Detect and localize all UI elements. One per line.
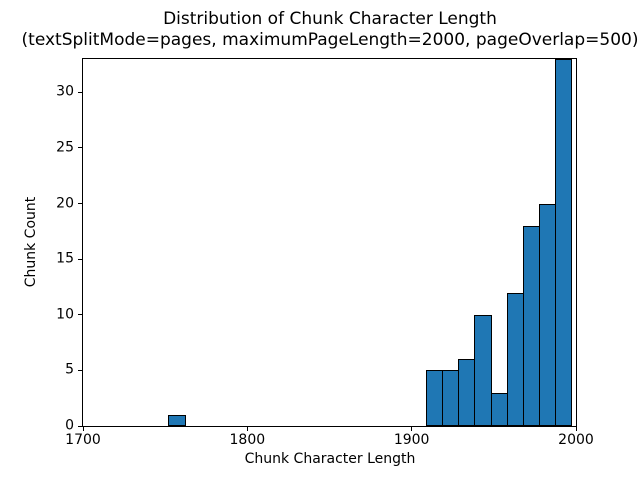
y-tick-label: 5 [65, 362, 74, 379]
x-axis-label: Chunk Character Length [244, 451, 416, 467]
y-tick-mark [78, 147, 83, 149]
x-tick-label: 1800 [229, 432, 266, 448]
y-tick-label: 25 [56, 139, 74, 156]
x-tick-label: 2000 [558, 432, 594, 448]
histogram-bar [555, 59, 572, 426]
x-tick-mark [246, 426, 248, 431]
chart-title-line2: (textSplitMode=pages, maximumPageLength=… [21, 29, 639, 50]
y-tick-mark [78, 314, 83, 316]
x-tick-label: 1700 [65, 432, 101, 448]
histogram-bar [507, 293, 524, 426]
histogram-bar [426, 370, 443, 426]
histogram-bar [539, 204, 556, 426]
y-tick-label: 20 [56, 195, 74, 212]
y-tick-label: 0 [65, 417, 74, 434]
chart-title-line1: Distribution of Chunk Character Length [163, 9, 497, 29]
y-axis-label: Chunk Count [23, 196, 39, 288]
y-tick-label: 30 [56, 84, 74, 101]
y-tick-mark [78, 203, 83, 205]
histogram-bar [474, 315, 492, 426]
histogram-bar [458, 359, 475, 426]
histogram-bar [442, 370, 459, 426]
histogram-bar [491, 393, 508, 426]
y-tick-label: 15 [56, 250, 74, 267]
x-tick-mark [82, 426, 84, 431]
histogram-bar [168, 415, 186, 426]
histogram-bar [523, 226, 540, 426]
x-tick-mark [411, 426, 413, 431]
x-tick-mark [575, 426, 577, 431]
plot-area: 1700 1800 1900 2000 0 5 10 15 20 25 30 [56, 58, 594, 448]
y-tick-mark [78, 369, 83, 371]
chart-title: Distribution of Chunk Character Length (… [22, 9, 639, 50]
y-tick-mark [78, 258, 83, 260]
y-tick-mark [78, 91, 83, 93]
y-tick-label: 10 [56, 306, 74, 323]
y-tick-mark [78, 425, 83, 427]
x-tick-label: 1900 [393, 432, 430, 448]
